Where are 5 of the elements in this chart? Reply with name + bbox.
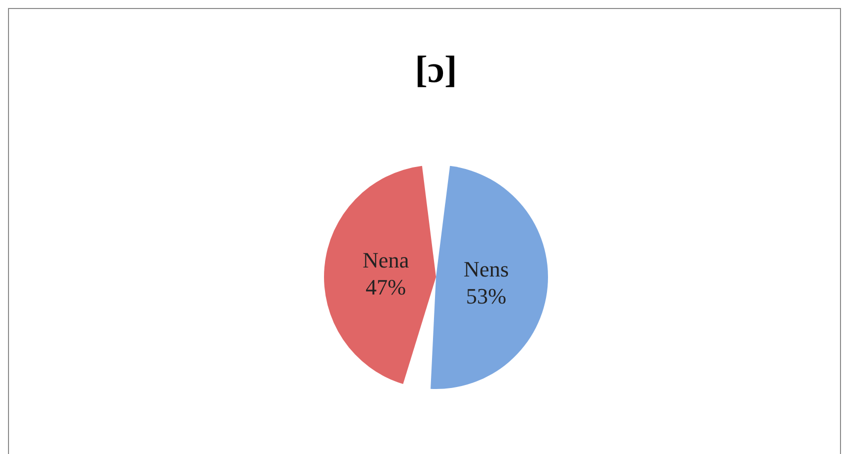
slice-label: Nena [362,248,410,273]
data-label: 53% [466,283,506,308]
slice-label: Nens [464,256,509,282]
chart-title: [ɔ] [414,49,458,91]
data-label: 47% [366,274,406,300]
